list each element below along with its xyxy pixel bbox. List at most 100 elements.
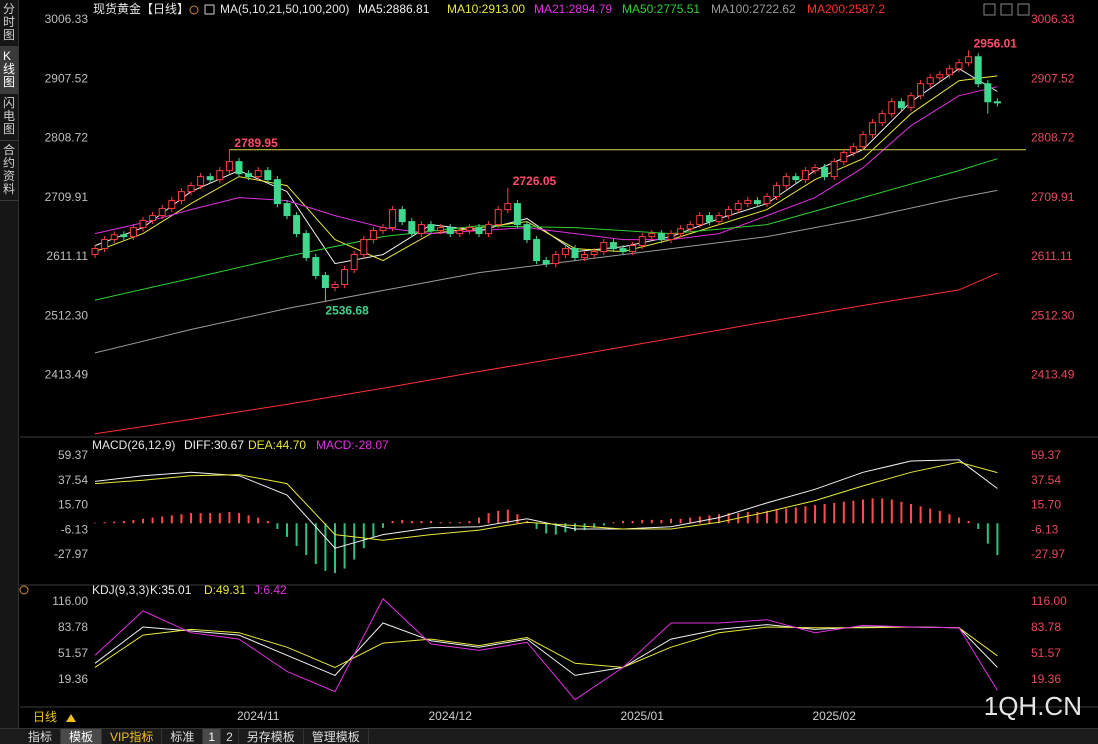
candle-body xyxy=(312,257,320,277)
candle-body xyxy=(389,209,397,229)
macd-bar xyxy=(650,519,653,524)
tab[interactable]: 另存模板 xyxy=(239,729,304,744)
tab[interactable]: 2 xyxy=(221,729,239,744)
candle-body xyxy=(600,242,608,253)
candle-body xyxy=(571,248,579,259)
macd-bar xyxy=(794,507,797,524)
sidebar-tab[interactable]: K线图 xyxy=(0,47,18,94)
sidebar-tab[interactable]: 闪电图 xyxy=(0,94,18,141)
candle-body xyxy=(216,170,224,181)
macd-bar xyxy=(142,518,144,524)
period-arrow[interactable] xyxy=(66,714,76,722)
sidebar-tab[interactable]: 合约资料 xyxy=(0,141,18,201)
candle-body xyxy=(158,207,166,217)
candle-body xyxy=(168,200,176,209)
candle-body xyxy=(696,215,704,226)
candle-body xyxy=(686,224,694,230)
macd-bar xyxy=(487,513,490,524)
x-tick-label: 2025/01 xyxy=(621,709,665,723)
macd-bar xyxy=(881,498,884,524)
candle-body xyxy=(926,77,934,85)
tab[interactable]: 1 xyxy=(203,729,222,744)
sidebar-tab[interactable]: 分时图 xyxy=(0,0,18,47)
window-button[interactable] xyxy=(1000,3,1013,16)
extreme-label: 2789.95 xyxy=(234,136,278,150)
candle-body xyxy=(427,224,435,232)
macd-bar xyxy=(631,521,634,524)
candle-body xyxy=(437,227,445,232)
candle-body xyxy=(734,203,742,211)
x-tick-label: 2024/12 xyxy=(429,709,473,723)
candle-body xyxy=(552,254,560,265)
macd-bar xyxy=(958,517,960,524)
macd-bar xyxy=(324,523,327,571)
macd-bar xyxy=(430,521,432,524)
tab[interactable]: VIP指标 xyxy=(102,729,163,744)
candle-body xyxy=(773,185,781,197)
legend-entry: DEA:44.70 xyxy=(248,438,306,452)
macd-bar xyxy=(727,513,730,524)
tab[interactable]: 标准 xyxy=(162,729,204,744)
y-tick-label-right: -6.13 xyxy=(1031,522,1059,536)
macd-bar xyxy=(929,508,932,524)
macd-bar xyxy=(305,523,308,556)
candle-body xyxy=(849,146,857,154)
candle-body xyxy=(984,83,992,103)
macd-bar xyxy=(938,510,941,524)
macd-bar xyxy=(170,515,173,524)
legend-entry: MA21:2894.79 xyxy=(534,2,612,16)
series-line xyxy=(94,158,998,301)
legend-entry: MA10:2913.00 xyxy=(447,2,525,16)
macd-bar xyxy=(94,522,96,524)
candle-body xyxy=(897,101,905,109)
macd-bar xyxy=(190,513,192,524)
candle-body xyxy=(254,170,262,178)
macd-bar xyxy=(439,522,442,524)
macd-bar xyxy=(785,508,788,524)
candle-body xyxy=(101,239,109,250)
y-tick-label: 3006.33 xyxy=(45,12,89,26)
tab[interactable]: 管理模板 xyxy=(304,729,369,744)
candle-body xyxy=(609,242,617,250)
window-button[interactable] xyxy=(983,3,996,16)
icon[interactable] xyxy=(19,585,29,595)
candle-body xyxy=(446,227,454,235)
macd-bar xyxy=(919,506,922,524)
macd-bar xyxy=(391,521,394,524)
macd-bar xyxy=(295,523,298,546)
macd-bar xyxy=(718,514,720,524)
candle-body xyxy=(744,200,752,205)
legend-entry: MA5:2886.81 xyxy=(358,2,430,16)
tab[interactable]: 指标 xyxy=(20,729,62,744)
macd-bar xyxy=(506,509,509,524)
y-tick-label-right: 2413.49 xyxy=(1031,368,1075,382)
candle-body xyxy=(523,224,531,241)
macd-bar xyxy=(775,509,778,524)
macd-bar xyxy=(218,513,221,524)
macd-bar xyxy=(151,517,154,524)
macd-bar xyxy=(266,521,269,524)
candle-body xyxy=(129,227,137,238)
macd-bar xyxy=(122,521,125,524)
window-button[interactable] xyxy=(1017,3,1030,16)
candle-body xyxy=(888,101,896,115)
macd-bar xyxy=(103,522,106,524)
macd-bar xyxy=(612,522,615,524)
legend-entry: D:49.31 xyxy=(204,583,246,597)
macd-bar xyxy=(314,523,317,565)
candle-body xyxy=(965,56,973,64)
tab[interactable]: 模板 xyxy=(61,729,103,744)
macd-bar xyxy=(564,523,567,533)
y-tick-label-right: 51.57 xyxy=(1031,646,1061,660)
y-tick-label-right: 15.70 xyxy=(1031,498,1061,512)
candle-body xyxy=(456,230,464,235)
icon[interactable] xyxy=(204,4,215,15)
series-line xyxy=(94,626,998,668)
icon[interactable] xyxy=(189,5,199,15)
candle-body xyxy=(465,227,473,232)
candle-body xyxy=(648,233,656,238)
candle-body xyxy=(350,254,358,271)
y-tick-label-right: 116.00 xyxy=(1031,594,1067,608)
candle-body xyxy=(475,227,483,235)
period-selector[interactable]: 日线 xyxy=(33,710,57,724)
